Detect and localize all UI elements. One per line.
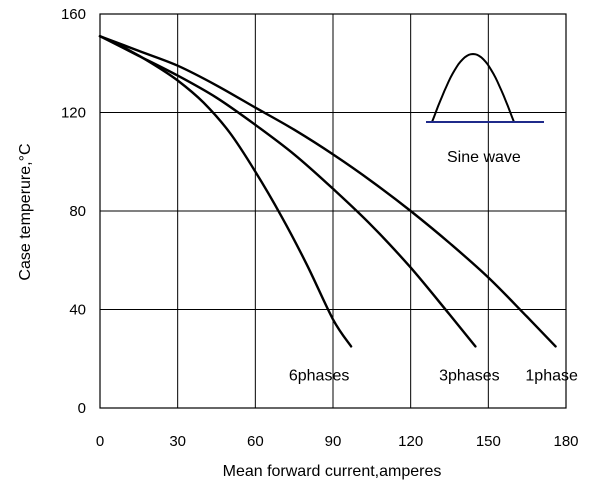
y-tick-label: 160 [61,6,86,23]
series-line-3phases [98,35,477,348]
x-tick-label: 150 [476,433,501,450]
y-tick-label: 120 [61,105,86,122]
sine-wave-inset: Sine wave [426,52,544,166]
x-tick-label: 90 [325,433,342,450]
x-axis-label: Mean forward current,amperes [223,463,442,480]
y-axis-label: Case temperure,°C [17,143,34,280]
series-lines [98,35,557,348]
x-tick-labels: 0 30 60 90 120 150 180 [96,433,579,450]
plot-frame [99,13,567,409]
y-tick-label: 80 [69,203,86,220]
y-tick-label: 0 [78,400,86,417]
x-tick-label: 0 [96,433,104,450]
y-tick-label: 40 [69,302,86,319]
x-tick-label: 120 [398,433,423,450]
x-tick-label: 60 [247,433,264,450]
x-tick-label: 180 [553,433,578,450]
sine-wave-label: Sine wave [447,149,521,166]
series-label-6phases: 6phases [289,367,350,384]
y-tick-labels: 0 40 80 120 160 [61,6,86,417]
series-line-6phases [98,35,353,348]
sine-wave-shape [431,52,515,123]
series-labels: 1phase 3phases 6phases [289,367,578,384]
series-line-1phase [98,35,557,348]
x-tick-label: 30 [169,433,186,450]
series-label-3phases: 3phases [439,367,500,384]
grid-lines [100,14,566,408]
series-label-1phase: 1phase [525,367,578,384]
